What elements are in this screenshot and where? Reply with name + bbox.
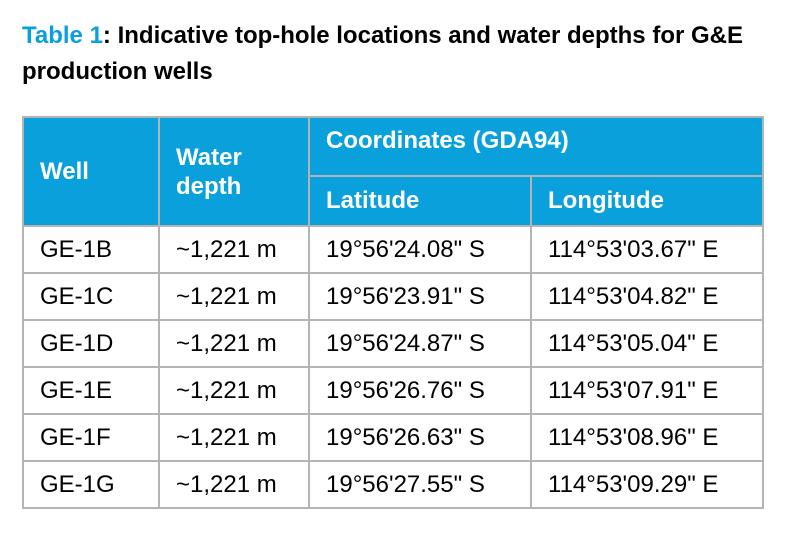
cell-well: GE-1G [22,460,160,509]
cell-longitude: 114°53'05.04" E [529,319,765,368]
table-row: GE-1D ~1,221 m 19°56'24.87" S 114°53'05.… [22,319,765,368]
cell-well: GE-1B [22,225,160,274]
caption-label: Table 1 [22,22,103,49]
header-longitude: Longitude [529,175,765,227]
cell-water-depth: ~1,221 m [158,272,310,321]
cell-longitude: 114°53'08.96" E [529,413,765,462]
cell-well: GE-1D [22,319,160,368]
cell-water-depth: ~1,221 m [158,225,310,274]
header-water-depth-line2: depth [176,172,242,200]
cell-longitude: 114°53'04.82" E [529,272,765,321]
table-row: GE-1C ~1,221 m 19°56'23.91" S 114°53'04.… [22,272,765,321]
header-water-depth: Water depth [158,116,310,227]
header-coordinates: Coordinates (GDA94) [307,116,765,177]
cell-well: GE-1E [22,366,160,415]
header-row-top: Well Water depth Coordinates (GDA94) [22,116,765,227]
cell-water-depth: ~1,221 m [158,413,310,462]
header-latitude: Latitude [308,175,532,227]
cell-latitude: 19°56'27.55" S [308,460,532,509]
header-water-depth-line1: Water [176,143,242,171]
cell-water-depth: ~1,221 m [158,460,310,509]
cell-water-depth: ~1,221 m [158,366,310,415]
table-row: GE-1G ~1,221 m 19°56'27.55" S 114°53'09.… [22,460,765,509]
cell-water-depth: ~1,221 m [158,319,310,368]
caption-text: : Indicative top-hole locations and wate… [22,22,743,85]
cell-latitude: 19°56'23.91" S [308,272,532,321]
cell-latitude: 19°56'26.63" S [308,413,532,462]
header-row-bottom: Latitude Longitude [23,175,765,227]
wells-table: Well Water depth Coordinates (GDA94) Lat… [22,116,765,509]
table-row: GE-1E ~1,221 m 19°56'26.76" S 114°53'07.… [22,366,765,415]
cell-longitude: 114°53'09.29" E [529,460,765,509]
cell-latitude: 19°56'24.08" S [308,225,532,274]
table-row: GE-1B ~1,221 m 19°56'24.08" S 114°53'03.… [22,225,765,274]
cell-well: GE-1C [22,272,160,321]
cell-latitude: 19°56'26.76" S [308,366,532,415]
cell-longitude: 114°53'07.91" E [529,366,765,415]
header-well: Well [22,116,160,227]
table-row: GE-1F ~1,221 m 19°56'26.63" S 114°53'08.… [22,413,765,462]
cell-well: GE-1F [22,413,160,462]
cell-longitude: 114°53'03.67" E [529,225,765,274]
table-caption: Table 1: Indicative top-hole locations a… [22,18,792,90]
cell-latitude: 19°56'24.87" S [308,319,532,368]
